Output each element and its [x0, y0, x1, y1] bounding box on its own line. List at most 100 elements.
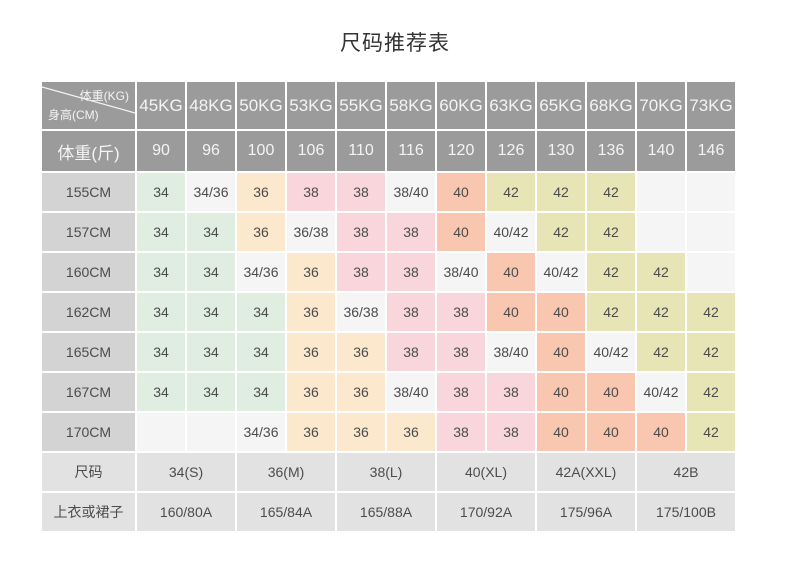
size-cell: 42 [587, 293, 635, 331]
size-cell: 38 [387, 333, 435, 371]
size-cell: 36 [287, 293, 335, 331]
size-cell: 42 [537, 213, 585, 251]
row-header-height: 157CM [42, 213, 135, 251]
col-header-jin: 126 [487, 131, 535, 171]
row-header-height: 165CM [42, 333, 135, 371]
size-group-cell: 36(M) [237, 453, 335, 491]
size-cell: 38 [437, 413, 485, 451]
col-header-jin: 96 [187, 131, 235, 171]
corner-weight-kg-label: 体重(KG) [79, 89, 129, 103]
size-cell: 40 [637, 413, 685, 451]
col-header-kg: 68KG [587, 82, 635, 129]
garment-spec-cell: 165/84A [237, 493, 335, 531]
size-cell: 38 [287, 173, 335, 211]
col-header-kg: 73KG [687, 82, 735, 129]
row-header-height: 162CM [42, 293, 135, 331]
size-cell: 36 [237, 173, 285, 211]
size-cell: 34 [187, 253, 235, 291]
size-cell [687, 213, 735, 251]
size-cell: 34 [237, 333, 285, 371]
size-summary-row: 尺码 34(S) 36(M) 38(L) 40(XL) 42A(XXL) 42B [42, 453, 735, 491]
size-cell: 38 [387, 253, 435, 291]
size-cell: 34/36 [237, 413, 285, 451]
size-group-cell: 42B [637, 453, 735, 491]
size-cell: 42 [587, 253, 635, 291]
size-cell: 40/42 [537, 253, 585, 291]
size-cell: 42 [537, 173, 585, 211]
size-cell: 42 [587, 213, 635, 251]
size-cell: 40 [487, 253, 535, 291]
table-row: 165CM 34 34 34 36 36 38 38 38/40 40 40/42 42 42 [42, 333, 735, 371]
weight-jin-label: 体重(斤) [42, 131, 135, 171]
size-cell: 38 [487, 373, 535, 411]
size-cell: 42 [687, 413, 735, 451]
size-cell: 36 [337, 333, 385, 371]
row-header-height: 155CM [42, 173, 135, 211]
corner-cell: 体重(KG) 身高(CM) [42, 82, 135, 129]
size-cell: 34 [137, 173, 185, 211]
diagonal-divider-line [42, 86, 135, 114]
size-cell: 34 [187, 333, 235, 371]
row-header-height: 160CM [42, 253, 135, 291]
page-title: 尺码推荐表 [340, 32, 450, 55]
size-cell [637, 173, 685, 211]
size-cell: 38/40 [437, 253, 485, 291]
table-row: 160CM 34 34 34/36 36 38 38 38/40 40 40/42 42 42 [42, 253, 735, 291]
size-cell: 40 [487, 293, 535, 331]
table-row: 162CM 34 34 34 36 36/38 38 38 40 40 42 42 42 [42, 293, 735, 331]
header-row-kg: 体重(KG) 身高(CM) 45KG 48KG 50KG 53KG 55KG 58KG 60… [42, 82, 735, 129]
size-cell: 40 [537, 413, 585, 451]
col-header-kg: 55KG [337, 82, 385, 129]
size-cell: 42 [637, 293, 685, 331]
size-cell: 34 [187, 373, 235, 411]
size-cell: 40 [537, 333, 585, 371]
col-header-jin: 120 [437, 131, 485, 171]
size-cell: 36 [287, 413, 335, 451]
corner-height-cm-label: 身高(CM) [48, 108, 99, 122]
size-cell: 38 [337, 213, 385, 251]
size-cell: 38 [337, 173, 385, 211]
size-cell: 38 [487, 413, 535, 451]
size-cell: 42 [687, 293, 735, 331]
col-header-kg: 45KG [137, 82, 185, 129]
col-header-kg: 53KG [287, 82, 335, 129]
row-header-height: 170CM [42, 413, 135, 451]
col-header-jin: 146 [687, 131, 735, 171]
size-cell: 34 [137, 333, 185, 371]
table-row: 167CM 34 34 34 36 36 38/40 38 38 40 40 40/42 42 [42, 373, 735, 411]
garment-row-label: 上衣或裙子 [42, 493, 135, 531]
size-cell: 38 [387, 293, 435, 331]
size-cell: 42 [587, 173, 635, 211]
size-cell: 34 [187, 213, 235, 251]
size-cell: 36 [337, 413, 385, 451]
size-cell [637, 213, 685, 251]
size-cell: 40/42 [487, 213, 535, 251]
size-cell: 34 [237, 293, 285, 331]
table-row: 157CM 34 34 36 36/38 38 38 40 40/42 42 42 [42, 213, 735, 251]
size-cell: 34 [137, 213, 185, 251]
size-cell: 34 [137, 293, 185, 331]
size-cell: 36 [287, 373, 335, 411]
size-group-cell: 42A(XXL) [537, 453, 635, 491]
size-cell: 40 [437, 213, 485, 251]
size-cell: 38/40 [487, 333, 535, 371]
size-cell: 36/38 [337, 293, 385, 331]
size-cell: 38/40 [387, 173, 435, 211]
size-cell [687, 173, 735, 211]
size-cell: 40/42 [637, 373, 685, 411]
size-cell: 36 [237, 213, 285, 251]
size-cell: 34/36 [237, 253, 285, 291]
size-group-cell: 40(XL) [437, 453, 535, 491]
size-cell: 40 [587, 413, 635, 451]
size-cell: 40 [537, 373, 585, 411]
garment-spec-cell: 175/100B [637, 493, 735, 531]
size-cell: 42 [637, 253, 685, 291]
size-cell: 38 [437, 333, 485, 371]
col-header-kg: 58KG [387, 82, 435, 129]
size-cell: 42 [637, 333, 685, 371]
size-cell: 36 [387, 413, 435, 451]
size-cell: 40 [537, 293, 585, 331]
size-cell: 36/38 [287, 213, 335, 251]
garment-spec-cell: 175/96A [537, 493, 635, 531]
